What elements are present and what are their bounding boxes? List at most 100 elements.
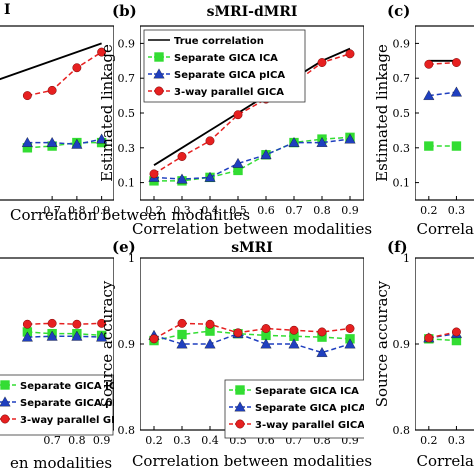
legend-entry: 3-way parallel GICA (174, 87, 284, 98)
data-point (204, 338, 216, 349)
series-line (153, 53, 351, 175)
data-point (21, 137, 33, 147)
series-line (0, 42, 102, 81)
series-line (27, 331, 102, 337)
data-point (149, 169, 159, 179)
x-tick-label: 0.9 (93, 434, 111, 447)
x-axis-label: Correla (417, 452, 474, 470)
panel-label: (c) (387, 2, 410, 20)
data-point (176, 338, 188, 349)
data-point (72, 319, 82, 329)
data-point (149, 334, 159, 344)
y-tick-label: 0.8 (393, 424, 411, 437)
y-tick-label: 0.7 (393, 72, 411, 85)
series-separate-gica-ica (22, 327, 107, 341)
data-point (176, 173, 188, 184)
data-point (22, 319, 32, 329)
data-point (288, 338, 300, 349)
x-tick-label: 0.7 (43, 204, 61, 217)
data-point (205, 319, 215, 329)
data-point (97, 47, 107, 57)
x-tick-label: 0.3 (448, 434, 466, 447)
data-point (96, 133, 108, 144)
series-line (27, 138, 102, 146)
x-tick-label: 0.9 (93, 204, 111, 217)
x-tick-label: 0.7 (285, 204, 303, 217)
legend-entry: True correlation (174, 36, 264, 47)
legend-marker (234, 401, 246, 412)
panel-label: (f) (387, 238, 408, 256)
legend: Separate GICA ICA Separate GICA pICA 3-way… (0, 374, 131, 436)
y-tick-label: 0.9 (393, 338, 411, 351)
x-tick-label: 0.3 (173, 204, 191, 217)
x-axis-label: Correlation between modalities (132, 452, 372, 470)
data-point (451, 58, 461, 67)
data-point (345, 324, 355, 333)
y-tick-label: 0.5 (118, 107, 136, 120)
x-axis-label: Correlation between modalities (132, 220, 372, 238)
data-point (344, 133, 356, 144)
data-point (233, 328, 243, 338)
axes-frame (415, 257, 474, 431)
data-point (317, 58, 327, 67)
series-line (428, 331, 457, 339)
legend-entry: Separate GICA ICA (20, 381, 124, 392)
data-point (424, 59, 434, 69)
axes-frame (0, 25, 114, 201)
y-tick-label: 0.1 (393, 177, 411, 190)
data-point (316, 347, 328, 357)
legend-marker (0, 414, 10, 424)
series-3-way-parallel-gica (424, 58, 461, 69)
legend-entry: Separate GICA pICA (20, 398, 131, 409)
data-point (22, 91, 32, 101)
x-tick-label: 0.3 (448, 204, 466, 217)
series-separate-gica-pica (21, 133, 108, 149)
data-point (47, 85, 57, 95)
series-line (153, 138, 351, 180)
legend-marker (235, 385, 245, 395)
plot-area: 0.7 0.8 0.9 (0, 25, 114, 217)
data-point (261, 324, 271, 333)
data-point (177, 318, 187, 328)
series-line (27, 51, 103, 97)
data-point (46, 137, 58, 147)
series-3-way-parallel-gica (424, 327, 461, 343)
x-axis-label: Correlation between modalities (10, 206, 250, 224)
series-line (153, 332, 351, 354)
y-axis-label: Estimated linkage (98, 44, 116, 182)
legend: True correlation Separate GICA ICA Separat… (143, 29, 306, 103)
legend-marker (0, 380, 10, 390)
x-axis-label: en modalities (10, 454, 112, 472)
y-tick-label: 1 (403, 252, 410, 265)
x-axis-label: Correla (417, 220, 474, 238)
data-point (204, 171, 216, 182)
data-point (317, 327, 327, 337)
series-true-correlation (0, 42, 102, 81)
legend-marker (235, 419, 245, 429)
series-line (27, 335, 102, 338)
x-tick-label: 0.2 (145, 434, 163, 447)
y-tick-label: 0.3 (118, 142, 136, 155)
data-point (46, 330, 58, 341)
data-point (424, 333, 434, 343)
series-line (27, 141, 102, 149)
x-tick-label: 0.2 (145, 204, 163, 217)
data-point (21, 331, 33, 342)
series-separate-gica-pica (148, 133, 356, 184)
x-tick-label: 0.2 (420, 204, 438, 217)
y-axis-label: Estimated linkage (373, 44, 391, 182)
legend-entry: Separate GICA ICA (174, 53, 278, 64)
x-tick-label: 0.8 (68, 204, 86, 217)
data-point (177, 329, 187, 340)
series-line (153, 47, 351, 166)
series-3-way-parallel-gica (22, 318, 107, 329)
y-tick-label: 1 (128, 252, 135, 265)
series-3-way-parallel-gica (22, 47, 107, 101)
x-tick-label: 0.6 (257, 204, 275, 217)
panel-bottom-right: 0.2 0.3 0.8 0.9 1 Correla Source accuracy (f) (373, 238, 474, 470)
